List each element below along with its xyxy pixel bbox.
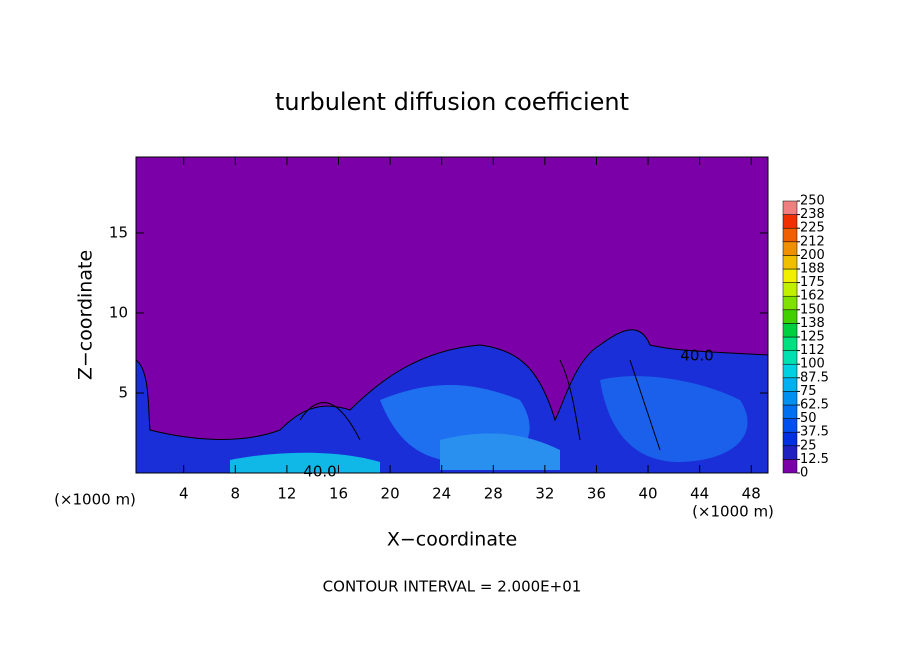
x-tick-label: 44 — [690, 485, 709, 503]
colorbar-band — [782, 309, 798, 324]
field — [135, 157, 769, 474]
colorbar-label: 62.5 — [800, 398, 829, 413]
colorbar-label: 212 — [800, 234, 825, 249]
colorbar-band — [782, 241, 798, 256]
colorbar-label: 188 — [800, 262, 825, 277]
colorbar-band — [782, 445, 798, 460]
colorbar-band — [782, 363, 798, 379]
colorbar-band — [782, 295, 798, 311]
x-tick-label: 8 — [231, 485, 241, 503]
contour-label: 40.0 — [680, 347, 713, 365]
colorbar-label: 100 — [800, 357, 825, 372]
x-tick-label: 4 — [179, 485, 189, 503]
colorbar-label: 150 — [800, 302, 825, 317]
colorbar-label: 112 — [800, 343, 825, 358]
colorbar-label: 87.5 — [800, 370, 829, 385]
y-tick-label: 10 — [109, 304, 128, 322]
x-tick-label: 16 — [329, 485, 348, 503]
colorbar-label: 75 — [800, 384, 817, 399]
x-tick-label: 12 — [277, 485, 296, 503]
colorbar-label: 250 — [800, 194, 825, 209]
field-region — [440, 433, 560, 470]
colorbar-label: 175 — [800, 275, 825, 290]
field-region — [600, 376, 748, 462]
colorbar-band — [782, 214, 798, 229]
x-tick-label: 28 — [484, 485, 503, 503]
colorbar-band — [782, 350, 798, 365]
x-unit-label: (×1000 m) — [54, 491, 136, 509]
contour-label: 40.0 — [303, 463, 336, 481]
colorbar-band — [782, 404, 798, 419]
x-tick-label: 32 — [535, 485, 554, 503]
colorbar-band — [782, 336, 798, 351]
field-region — [230, 452, 380, 473]
colorbar-band — [782, 282, 798, 297]
x-tick-label: 24 — [432, 485, 451, 503]
colorbar-band — [782, 431, 798, 447]
colorbar-label: 0 — [800, 466, 808, 481]
y-tick-label: 15 — [109, 224, 128, 242]
footer: CONTOUR INTERVAL = 2.000E+01 — [323, 578, 582, 596]
colorbar-label: 37.5 — [800, 425, 829, 440]
x-axis-label: X−coordinate — [387, 529, 517, 551]
colorbar-band — [782, 200, 798, 215]
x-tick-label: 36 — [587, 485, 606, 503]
colorbar-label: 162 — [800, 289, 825, 304]
y-axis-label: Z−coordinate — [75, 250, 97, 380]
colorbar-label: 25 — [800, 438, 817, 453]
x-tick-label: 40 — [639, 485, 658, 503]
colorbar-label: 200 — [800, 248, 825, 263]
x-unit-label: (×1000 m) — [692, 503, 774, 521]
colorbar-label: 138 — [800, 316, 825, 331]
chart-title: turbulent diffusion coefficient — [275, 88, 629, 116]
colorbar-band — [782, 268, 798, 283]
colorbar-label: 225 — [800, 221, 825, 236]
colorbar-band — [782, 418, 798, 433]
plot-frame — [135, 156, 769, 474]
colorbar-label: 12.5 — [800, 452, 829, 467]
colorbar-label: 50 — [800, 411, 817, 426]
colorbar-band — [782, 255, 798, 270]
x-tick-label: 20 — [381, 485, 400, 503]
colorbar-band — [782, 323, 798, 338]
y-tick-label: 5 — [118, 384, 128, 402]
colorbar-band — [782, 377, 798, 392]
colorbar-band — [782, 459, 798, 474]
contour-line — [299, 359, 661, 451]
colorbar-label: 125 — [800, 330, 825, 345]
colorbar-label: 238 — [800, 207, 825, 222]
colorbar-band — [782, 391, 798, 406]
colorbar-band — [782, 227, 798, 243]
x-tick-label: 48 — [742, 485, 761, 503]
